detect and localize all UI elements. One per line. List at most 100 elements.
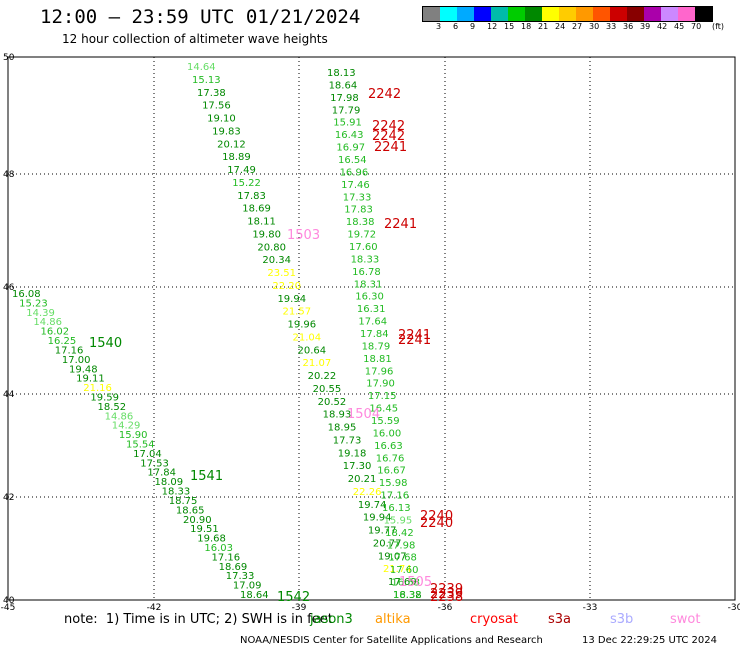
legend-label: 9 [470, 22, 476, 31]
pass-id-label: 1505 [399, 575, 432, 590]
wave-height-label: 18.69 [219, 562, 248, 573]
x-tick-label: -36 [438, 603, 453, 613]
wave-height-label: 16.78 [352, 267, 381, 278]
wave-height-label: 17.33 [226, 571, 255, 582]
x-tick-label: -30 [728, 603, 740, 613]
wave-height-label: 23.51 [267, 268, 296, 279]
wave-height-label: 14.39 [26, 308, 55, 319]
wave-height-label: 22.20 [272, 281, 301, 292]
wave-height-label: 16.08 [12, 289, 41, 300]
legend-swatch [695, 7, 712, 21]
y-tick-label: 48 [3, 170, 15, 180]
wave-height-label: 16.67 [377, 466, 406, 477]
pass-id-label: 2242 [368, 87, 401, 102]
wave-height-label: 17.98 [387, 540, 416, 551]
legend-swatch [542, 7, 559, 21]
wave-height-label: 16.76 [376, 453, 405, 464]
wave-height-label: 18.93 [323, 410, 352, 421]
note-text: note: 1) Time is in UTC; 2) SWH is in fe… [64, 612, 333, 627]
legend-label: 15 [504, 22, 515, 31]
wave-height-label: 17.33 [343, 192, 372, 203]
wave-height-label: 17.15 [368, 391, 397, 402]
legend-label: 30 [589, 22, 600, 31]
legend-label: 36 [623, 22, 634, 31]
legend-swatch [627, 7, 644, 21]
wave-height-label: 17.16 [212, 552, 241, 563]
legend-label: 3 [436, 22, 442, 31]
legend-swatch [474, 7, 491, 21]
wave-height-label: 21.74 [383, 564, 412, 575]
legend-swatch [661, 7, 678, 21]
y-tick-label: 44 [3, 390, 15, 400]
wave-height-label: 19.80 [252, 229, 281, 240]
pass-id-label: 1540 [89, 336, 122, 351]
legend-swatch [457, 7, 474, 21]
wave-height-label: 16.32 [393, 590, 422, 601]
wave-height-label: 19.96 [287, 320, 316, 331]
wave-height-label: 16.97 [336, 143, 365, 154]
x-tick-label: -42 [147, 603, 162, 613]
wave-height-label: 15.54 [126, 440, 155, 451]
wave-height-label: 18.13 [327, 68, 356, 79]
wave-height-label: 17.00 [62, 355, 91, 366]
wave-height-label: 17.96 [365, 366, 394, 377]
wave-height-label: 17.73 [333, 435, 362, 446]
pass-id-label: 1504 [347, 407, 380, 422]
legend-swatch [423, 7, 440, 21]
wave-height-label: 20.90 [183, 515, 212, 526]
legend-swatch [644, 7, 661, 21]
legend-label: 21 [538, 22, 549, 31]
pass-id-label: 1503 [287, 228, 320, 243]
legend-swatch [678, 7, 695, 21]
wave-height-label: 17.69 [388, 577, 417, 588]
wave-height-label: 17.84 [360, 329, 389, 340]
legend-label: 45 [674, 22, 685, 31]
pass-id-label: 2242 [372, 129, 405, 144]
wave-height-label: 17.38 [197, 88, 226, 99]
legend-swatch [491, 7, 508, 21]
wave-height-label: 18.89 [222, 152, 251, 163]
wave-height-label: 18.81 [363, 354, 392, 365]
wave-height-label: 18.79 [362, 341, 391, 352]
x-tick-label: -33 [583, 603, 598, 613]
x-tick-label: -45 [1, 603, 16, 613]
wave-height-label: 18.75 [169, 496, 198, 507]
pass-id-label: 2241 [384, 217, 417, 232]
wave-height-label: 18.64 [329, 80, 358, 91]
pass-id-label: 2241 [398, 328, 431, 343]
wave-height-label: 19.11 [76, 374, 105, 385]
wave-height-label: 20.64 [298, 345, 327, 356]
pass-id-label: 2240 [420, 509, 453, 524]
pass-id-label: 1542 [277, 590, 310, 605]
wave-height-label: 16.31 [357, 304, 386, 315]
legend-label: 18 [521, 22, 532, 31]
wave-height-label: 19.68 [197, 534, 226, 545]
wave-height-label: 15.91 [333, 118, 362, 129]
wave-height-label: 15.98 [379, 478, 408, 489]
wave-height-label: 21.16 [83, 383, 112, 394]
wave-height-label: 20.77 [373, 538, 402, 549]
legend-label: 42 [657, 22, 668, 31]
wave-height-label: 18.69 [242, 204, 271, 215]
wave-height-label: 18.33 [351, 254, 380, 265]
wave-height-label: 16.30 [355, 292, 384, 303]
legend-swatch [559, 7, 576, 21]
chart-subtitle: 12 hour collection of altimeter wave hei… [62, 32, 328, 46]
satellite-name: s3a [548, 612, 572, 627]
wave-height-label: 17.30 [343, 461, 372, 472]
y-tick-label: 40 [3, 596, 15, 606]
legend-label: 24 [555, 22, 566, 31]
wave-height-label: 17.56 [202, 101, 231, 112]
wave-height-label: 19.94 [277, 294, 306, 305]
wave-height-label: 18.65 [176, 505, 205, 516]
y-tick-label: 50 [3, 53, 15, 63]
y-tick-label: 46 [3, 283, 15, 293]
legend-label: 12 [487, 22, 498, 31]
legend-swatch [576, 7, 593, 21]
x-tick-label: -39 [292, 603, 307, 613]
wave-height-label: 22.26 [353, 487, 382, 498]
pass-id-label: 2239 [430, 587, 463, 602]
satellite-name: cryosat [470, 612, 518, 627]
wave-height-label: 18.42 [385, 528, 414, 539]
wave-height-label: 19.94 [363, 513, 392, 524]
